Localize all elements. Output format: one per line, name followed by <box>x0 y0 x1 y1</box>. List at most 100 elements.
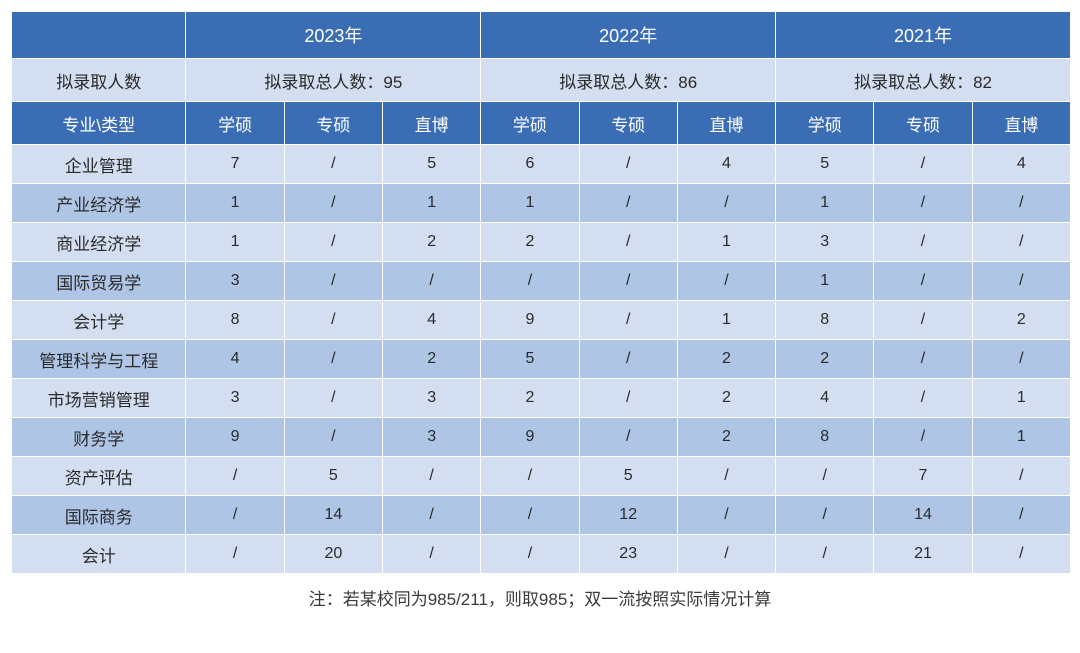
cell: 8 <box>776 418 874 457</box>
footnote-text: 注：若某校同为985/211，则取985；双一流按照实际情况计算 <box>10 575 1070 610</box>
cell: / <box>579 379 677 418</box>
cell: / <box>972 496 1070 535</box>
cell: / <box>874 379 972 418</box>
cell: 12 <box>579 496 677 535</box>
cell: / <box>874 301 972 340</box>
cell: / <box>579 184 677 223</box>
cell-major: 企业管理 <box>12 145 186 184</box>
admissions-table: 2023年 2022年 2021年 拟录取人数 拟录取总人数：95 拟录取总人数… <box>10 10 1072 575</box>
total-row-label: 拟录取人数 <box>12 59 186 102</box>
cell: / <box>284 340 382 379</box>
cell: / <box>677 535 775 574</box>
cell-major: 市场营销管理 <box>12 379 186 418</box>
cell: / <box>186 496 284 535</box>
cell: / <box>481 535 579 574</box>
table-row: 企业管理7/56/45/4 <box>12 145 1071 184</box>
cell: / <box>383 457 481 496</box>
table-row: 国际商务/14//12//14/ <box>12 496 1071 535</box>
cell: 2 <box>481 379 579 418</box>
cell: 6 <box>481 145 579 184</box>
cell: 20 <box>284 535 382 574</box>
cell: 2 <box>677 379 775 418</box>
cell: / <box>579 145 677 184</box>
cell: / <box>284 301 382 340</box>
cell: / <box>972 535 1070 574</box>
cell: / <box>579 301 677 340</box>
cell: 3 <box>776 223 874 262</box>
cell: 8 <box>776 301 874 340</box>
cell: / <box>481 262 579 301</box>
col-2022-xs: 学硕 <box>481 102 579 145</box>
cell: / <box>972 184 1070 223</box>
cell: 2 <box>383 340 481 379</box>
cell: / <box>579 340 677 379</box>
col-2022-zs: 专硕 <box>579 102 677 145</box>
cell: 2 <box>677 340 775 379</box>
cell: 3 <box>186 379 284 418</box>
cell: / <box>776 457 874 496</box>
cell: 5 <box>579 457 677 496</box>
cell: 3 <box>383 418 481 457</box>
cell: 2 <box>776 340 874 379</box>
cell: 2 <box>481 223 579 262</box>
cell: 3 <box>186 262 284 301</box>
cell: 2 <box>677 418 775 457</box>
cell: 4 <box>972 145 1070 184</box>
table-row: 资产评估/5//5//7/ <box>12 457 1071 496</box>
col-2021-zs: 专硕 <box>874 102 972 145</box>
table-row: 管理科学与工程4/25/22// <box>12 340 1071 379</box>
table-row: 商业经济学1/22/13// <box>12 223 1071 262</box>
cell: 1 <box>677 223 775 262</box>
year-header-2023: 2023年 <box>186 12 481 59</box>
total-2023: 拟录取总人数：95 <box>186 59 481 102</box>
cell: / <box>677 262 775 301</box>
table-row: 会计学8/49/18/2 <box>12 301 1071 340</box>
cell: / <box>284 145 382 184</box>
total-2021: 拟录取总人数：82 <box>776 59 1071 102</box>
cell: 4 <box>776 379 874 418</box>
cell: 1 <box>776 184 874 223</box>
cell: / <box>284 418 382 457</box>
cell: 1 <box>776 262 874 301</box>
cell: 14 <box>284 496 382 535</box>
col-2021-zb: 直博 <box>972 102 1070 145</box>
year-header-2022: 2022年 <box>481 12 776 59</box>
cell: / <box>972 340 1070 379</box>
cell-major: 会计 <box>12 535 186 574</box>
cell: 5 <box>776 145 874 184</box>
cell: 1 <box>481 184 579 223</box>
table-row: 会计/20//23//21/ <box>12 535 1071 574</box>
table-row: 财务学9/39/28/1 <box>12 418 1071 457</box>
table-row: 产业经济学1/11//1// <box>12 184 1071 223</box>
cell: / <box>677 184 775 223</box>
cell: / <box>874 223 972 262</box>
table-row: 国际贸易学3/////1// <box>12 262 1071 301</box>
col-2023-zs: 专硕 <box>284 102 382 145</box>
cell: / <box>284 262 382 301</box>
cell: / <box>874 145 972 184</box>
cell: / <box>776 496 874 535</box>
cell: / <box>383 535 481 574</box>
cell: 7 <box>874 457 972 496</box>
cell-major: 会计学 <box>12 301 186 340</box>
cell: / <box>776 535 874 574</box>
col-2021-xs: 学硕 <box>776 102 874 145</box>
cell-major: 财务学 <box>12 418 186 457</box>
cell: / <box>972 457 1070 496</box>
cell: 2 <box>383 223 481 262</box>
table-row: 市场营销管理3/32/24/1 <box>12 379 1071 418</box>
cell: 8 <box>186 301 284 340</box>
col-2023-zb: 直博 <box>383 102 481 145</box>
cell: / <box>579 262 677 301</box>
cell: 1 <box>186 223 284 262</box>
table-body: 企业管理7/56/45/4 产业经济学1/11//1// 商业经济学1/22/1… <box>12 145 1071 574</box>
cell-major: 管理科学与工程 <box>12 340 186 379</box>
cell: / <box>579 418 677 457</box>
col-2022-zb: 直博 <box>677 102 775 145</box>
cell: 4 <box>383 301 481 340</box>
cell: 4 <box>186 340 284 379</box>
cell: / <box>284 223 382 262</box>
cell: 23 <box>579 535 677 574</box>
cell: / <box>972 262 1070 301</box>
cell: 2 <box>972 301 1070 340</box>
